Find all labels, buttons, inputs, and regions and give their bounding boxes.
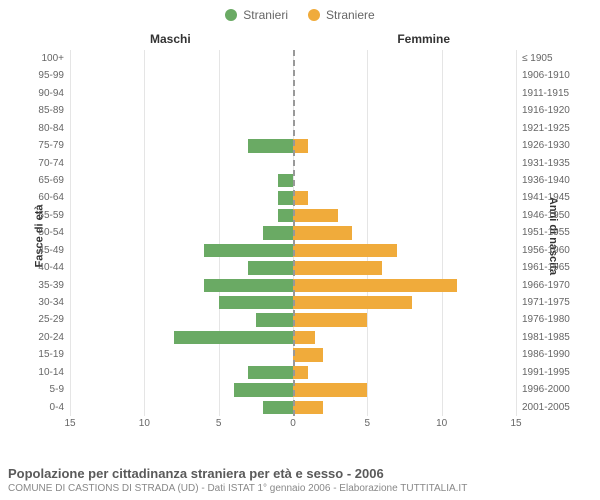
- birth-year-label: 1971-1975: [516, 294, 570, 312]
- age-label: 30-34: [38, 294, 70, 312]
- birth-year-label: 1956-1960: [516, 242, 570, 260]
- birth-year-label: 1966-1970: [516, 277, 570, 295]
- age-label: 0-4: [50, 399, 70, 417]
- legend-item-male: Stranieri: [225, 8, 288, 22]
- bar-male: [263, 226, 293, 239]
- age-label: 40-44: [38, 259, 70, 277]
- chart: Maschi Femmine Fasce di età Anni di nasc…: [0, 26, 600, 446]
- birth-year-label: 1936-1940: [516, 172, 570, 190]
- bar-female: [293, 331, 315, 344]
- age-label: 15-19: [38, 346, 70, 364]
- birth-year-label: 1941-1945: [516, 189, 570, 207]
- plot-area: 100+≤ 190595-991906-191090-941911-191585…: [70, 50, 516, 416]
- birth-year-label: 1961-1965: [516, 259, 570, 277]
- legend-label-female: Straniere: [326, 8, 375, 22]
- bar-male: [234, 383, 293, 396]
- age-label: 65-69: [38, 172, 70, 190]
- birth-year-label: 1976-1980: [516, 311, 570, 329]
- bar-female: [293, 261, 382, 274]
- age-label: 75-79: [38, 137, 70, 155]
- x-tick: 0: [290, 418, 296, 429]
- legend-swatch-female: [308, 9, 320, 21]
- caption: Popolazione per cittadinanza straniera p…: [8, 466, 592, 494]
- birth-year-label: 2001-2005: [516, 399, 570, 417]
- bar-male: [278, 174, 293, 187]
- age-label: 55-59: [38, 207, 70, 225]
- x-axis: 15105051015: [70, 418, 516, 432]
- x-tick: 10: [139, 418, 150, 429]
- bar-female: [293, 348, 323, 361]
- birth-year-label: 1911-1915: [516, 85, 569, 103]
- age-label: 85-89: [38, 102, 70, 120]
- bar-male: [219, 296, 293, 309]
- birth-year-label: 1996-2000: [516, 381, 570, 399]
- age-label: 50-54: [38, 224, 70, 242]
- bar-female: [293, 366, 308, 379]
- header-male: Maschi: [150, 32, 191, 46]
- legend: Stranieri Straniere: [0, 0, 600, 22]
- birth-year-label: 1931-1935: [516, 155, 570, 173]
- x-tick: 5: [216, 418, 222, 429]
- age-label: 60-64: [38, 189, 70, 207]
- legend-swatch-male: [225, 9, 237, 21]
- birth-year-label: 1986-1990: [516, 346, 570, 364]
- birth-year-label: 1991-1995: [516, 364, 570, 382]
- center-axis: [293, 50, 295, 416]
- x-tick: 5: [365, 418, 371, 429]
- age-label: 95-99: [38, 67, 70, 85]
- age-label: 90-94: [38, 85, 70, 103]
- bar-male: [256, 313, 293, 326]
- age-label: 25-29: [38, 311, 70, 329]
- birth-year-label: 1926-1930: [516, 137, 570, 155]
- bar-male: [204, 279, 293, 292]
- caption-subtitle: COMUNE DI CASTIONS DI STRADA (UD) - Dati…: [8, 483, 592, 494]
- bar-male: [278, 191, 293, 204]
- birth-year-label: 1906-1910: [516, 67, 570, 85]
- caption-title: Popolazione per cittadinanza straniera p…: [8, 466, 592, 481]
- birth-year-label: ≤ 1905: [516, 50, 553, 68]
- bar-male: [174, 331, 293, 344]
- header-female: Femmine: [397, 32, 450, 46]
- bar-male: [248, 366, 293, 379]
- bar-female: [293, 296, 412, 309]
- age-label: 80-84: [38, 120, 70, 138]
- bar-female: [293, 244, 397, 257]
- bar-female: [293, 226, 352, 239]
- age-label: 5-9: [50, 381, 70, 399]
- age-label: 100+: [41, 50, 70, 68]
- birth-year-label: 1981-1985: [516, 329, 570, 347]
- legend-label-male: Stranieri: [243, 8, 288, 22]
- bar-male: [248, 261, 293, 274]
- birth-year-label: 1921-1925: [516, 120, 570, 138]
- bar-male: [263, 401, 293, 414]
- bar-female: [293, 139, 308, 152]
- x-tick: 15: [64, 418, 75, 429]
- birth-year-label: 1951-1955: [516, 224, 570, 242]
- age-label: 10-14: [38, 364, 70, 382]
- bar-female: [293, 313, 367, 326]
- x-tick: 15: [510, 418, 521, 429]
- bar-female: [293, 383, 367, 396]
- bar-male: [248, 139, 293, 152]
- age-label: 70-74: [38, 155, 70, 173]
- birth-year-label: 1916-1920: [516, 102, 570, 120]
- bar-female: [293, 209, 338, 222]
- bar-male: [278, 209, 293, 222]
- age-label: 45-49: [38, 242, 70, 260]
- legend-item-female: Straniere: [308, 8, 375, 22]
- bar-female: [293, 191, 308, 204]
- age-label: 35-39: [38, 277, 70, 295]
- bar-female: [293, 401, 323, 414]
- bar-male: [204, 244, 293, 257]
- x-tick: 10: [436, 418, 447, 429]
- birth-year-label: 1946-1950: [516, 207, 570, 225]
- bar-female: [293, 279, 457, 292]
- age-label: 20-24: [38, 329, 70, 347]
